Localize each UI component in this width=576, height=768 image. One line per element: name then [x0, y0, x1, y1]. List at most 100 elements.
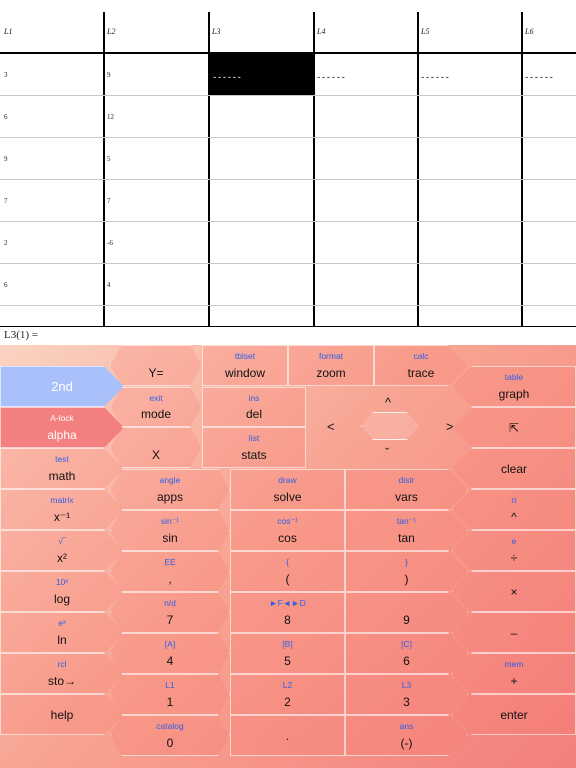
key-label: ÷: [510, 551, 518, 565]
six-key[interactable]: [C] 6: [345, 633, 468, 674]
five-key[interactable]: [B] 5: [230, 633, 345, 674]
alpha-key[interactable]: A-lock alpha: [0, 407, 124, 448]
table-cell[interactable]: 3: [4, 71, 8, 79]
cos-key[interactable]: cos⁻¹ cos: [230, 510, 345, 551]
enter-key[interactable]: enter: [452, 694, 576, 735]
table-cell[interactable]: 6: [4, 281, 8, 289]
key-second-label: 10ˣ: [55, 577, 69, 587]
x-inverse-key[interactable]: matrix x⁻¹: [0, 489, 124, 530]
left-paren-key[interactable]: {(: [230, 551, 345, 592]
table-cell[interactable]: 12: [107, 113, 114, 121]
key-label: ^: [511, 510, 517, 524]
column-header-l5[interactable]: L5: [421, 27, 430, 36]
right-paren-key[interactable]: }): [345, 551, 468, 592]
down-arrow-key[interactable]: ˇ: [385, 445, 390, 460]
decimal-key[interactable]: .: [230, 715, 345, 756]
table-cell[interactable]: 2: [4, 239, 8, 247]
column-header-l1[interactable]: L1: [4, 27, 13, 36]
table-cell-empty[interactable]: ------: [524, 73, 554, 83]
column-header-l3[interactable]: L3: [212, 27, 221, 36]
four-key[interactable]: [A] 4: [110, 633, 230, 674]
column-divider: [208, 12, 210, 327]
clear-key[interactable]: clear: [452, 448, 576, 489]
key-label: sin: [162, 531, 178, 545]
log-key[interactable]: 10ˣ log: [0, 571, 124, 612]
key-second-label: [B]: [282, 639, 293, 649]
table-cell[interactable]: 5: [107, 155, 111, 163]
ln-key[interactable]: eˣ ln: [0, 612, 124, 653]
three-key[interactable]: L3 3: [345, 674, 468, 715]
power-key[interactable]: π ^: [452, 489, 576, 530]
column-header-l2[interactable]: L2: [107, 27, 116, 36]
x-squared-key[interactable]: √‾ x²: [0, 530, 124, 571]
key-label: trace: [407, 366, 435, 380]
key-label: 9: [403, 613, 410, 627]
zoom-key[interactable]: format zoom: [288, 345, 374, 386]
right-arrow-key[interactable]: >: [446, 419, 454, 434]
left-arrow-key[interactable]: <: [327, 419, 335, 434]
key-label: help: [50, 707, 74, 722]
entry-line: L3(1) =: [4, 329, 38, 341]
y-equals-key[interactable]: Y=: [110, 345, 202, 386]
key-second-label: [C]: [401, 639, 412, 649]
vars-key[interactable]: distr vars: [345, 469, 468, 510]
key-label: zoom: [316, 366, 346, 380]
math-key[interactable]: test math: [0, 448, 124, 489]
key-label: .: [285, 728, 290, 743]
calculator-keypad: Y= tblset window format zoom calc trace 2nd…: [0, 345, 576, 768]
key-second-label: test: [55, 454, 69, 464]
stats-key[interactable]: list stats: [202, 427, 306, 468]
x-variable-key[interactable]: X: [110, 427, 202, 468]
seven-key[interactable]: n/d 7: [110, 592, 230, 633]
table-cell[interactable]: 4: [107, 281, 111, 289]
apps-key[interactable]: angle apps: [110, 469, 230, 510]
table-cell[interactable]: 7: [107, 197, 111, 205]
delete-key[interactable]: ins del: [202, 387, 306, 427]
selected-cell-cursor[interactable]: [210, 54, 313, 95]
table-cell[interactable]: 6: [4, 113, 8, 121]
trace-key[interactable]: calc trace: [374, 345, 468, 386]
table-cell-empty[interactable]: ------: [212, 73, 242, 83]
key-label: 8: [284, 613, 291, 627]
window-key[interactable]: tblset window: [202, 345, 288, 386]
table-cell[interactable]: 9: [4, 155, 8, 163]
tan-key[interactable]: tan⁻¹ tan: [345, 510, 468, 551]
key-second-label: cos⁻¹: [277, 516, 298, 526]
up-arrow-key[interactable]: ^: [385, 395, 392, 410]
comma-key[interactable]: EE,: [110, 551, 230, 592]
zero-key[interactable]: catalog 0: [110, 715, 230, 756]
graph-key[interactable]: table graph: [452, 366, 576, 407]
sin-key[interactable]: sin⁻¹ sin: [110, 510, 230, 551]
minus-key[interactable]: –: [452, 612, 576, 653]
eight-key[interactable]: ►F◄►D 8: [230, 592, 345, 633]
key-second-label: ans: [399, 721, 414, 731]
table-cell[interactable]: -6: [107, 239, 113, 247]
table-cell[interactable]: 7: [4, 197, 8, 205]
divide-key[interactable]: e ÷: [452, 530, 576, 571]
table-cell-empty[interactable]: ------: [316, 73, 346, 83]
negate-key[interactable]: ans (-): [345, 715, 468, 756]
store-key[interactable]: rcl sto→: [0, 653, 124, 694]
key-second-label: ins: [248, 393, 260, 403]
help-key[interactable]: help: [0, 694, 124, 735]
table-bottom-border: [0, 326, 576, 327]
one-key[interactable]: L1 1: [110, 674, 230, 715]
two-key[interactable]: L2 2: [230, 674, 345, 715]
table-cell[interactable]: 9: [107, 71, 111, 79]
key-label: graph: [498, 387, 530, 401]
key-label: enter: [500, 707, 528, 722]
key-second-label: exit: [149, 393, 163, 403]
mode-key[interactable]: exit mode: [110, 387, 202, 427]
key-second-label: ►F◄►D: [269, 598, 306, 608]
column-header-l4[interactable]: L4: [317, 27, 326, 36]
key-label: 1: [166, 695, 174, 709]
key-label: +: [510, 674, 518, 688]
multiply-key[interactable]: ×: [452, 571, 576, 612]
solve-key[interactable]: draw solve: [230, 469, 345, 510]
column-header-l6[interactable]: L6: [525, 27, 534, 36]
plus-key[interactable]: mem +: [452, 653, 576, 694]
share-key[interactable]: ⇱: [452, 407, 576, 448]
nine-key[interactable]: 9: [345, 592, 468, 633]
table-cell-empty[interactable]: ------: [420, 73, 450, 83]
second-key[interactable]: 2nd: [0, 366, 124, 407]
